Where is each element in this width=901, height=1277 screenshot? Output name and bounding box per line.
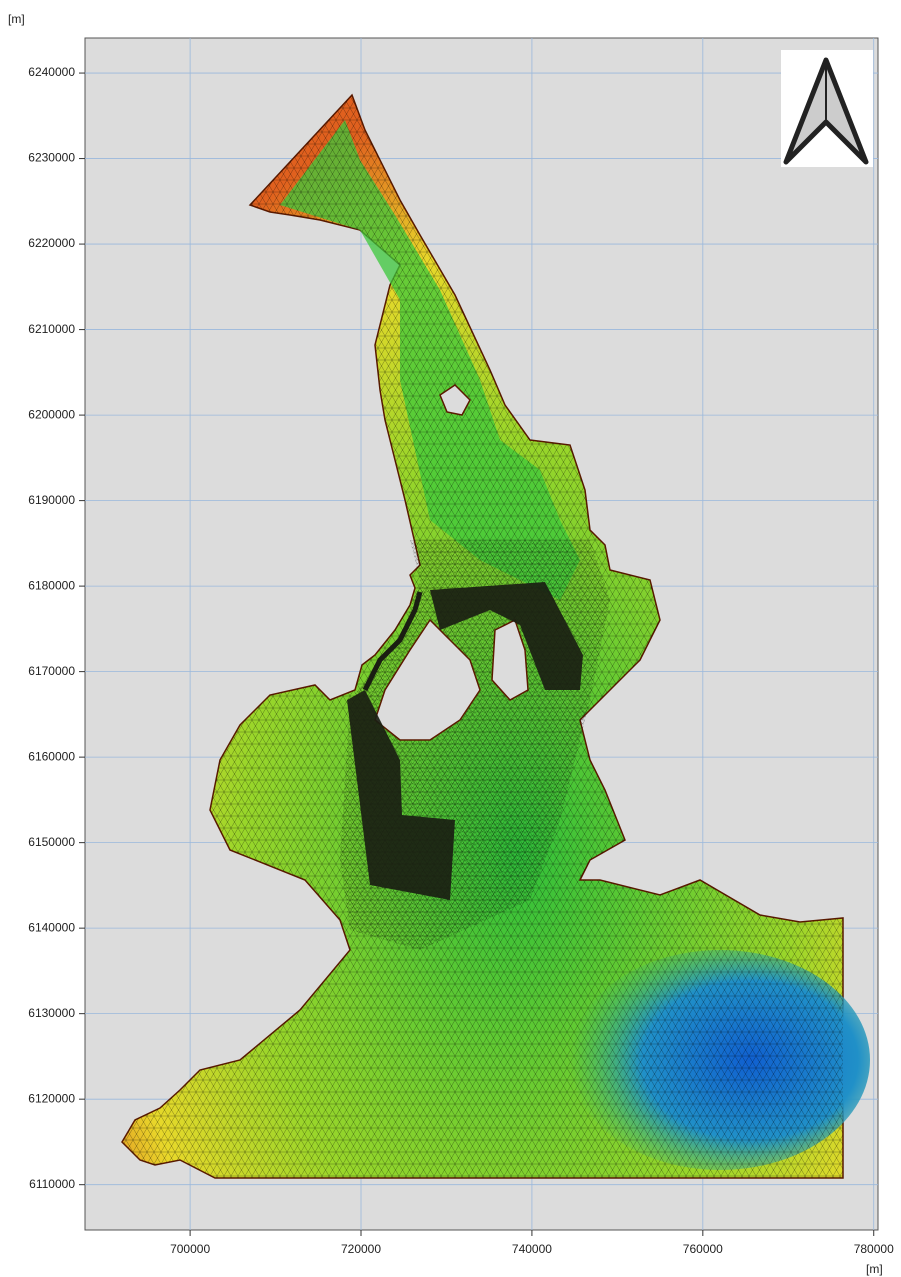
y-tick-label: 6170000 xyxy=(28,664,75,678)
y-tick-label: 6180000 xyxy=(28,578,75,592)
y-tick-label: 6240000 xyxy=(28,65,75,79)
north-arrow xyxy=(781,50,873,167)
y-tick-label: 6230000 xyxy=(28,151,75,165)
y-tick-label: 6140000 xyxy=(28,920,75,934)
x-tick-label: 740000 xyxy=(512,1242,552,1256)
x-tick-label: 760000 xyxy=(683,1242,723,1256)
y-tick-label: 6220000 xyxy=(28,236,75,250)
y-tick-label: 6160000 xyxy=(28,749,75,763)
y-tick-label: 6210000 xyxy=(28,322,75,336)
x-tick-label: 720000 xyxy=(341,1242,381,1256)
y-tick-label: 6110000 xyxy=(29,1177,75,1191)
y-tick-label: 6130000 xyxy=(28,1006,75,1020)
x-tick-label: 780000 xyxy=(854,1242,894,1256)
x-tick-label: 700000 xyxy=(170,1242,210,1256)
y-tick-label: 6120000 xyxy=(28,1091,75,1105)
y-tick-label: 6150000 xyxy=(28,835,75,849)
x-unit: [m] xyxy=(866,1262,883,1276)
y-unit: [m] xyxy=(8,12,25,26)
map-chart: 700000 720000 740000 760000 780000 6110000 612… xyxy=(0,0,901,1277)
y-tick-label: 6190000 xyxy=(28,493,75,507)
y-tick-label: 6200000 xyxy=(28,407,75,421)
